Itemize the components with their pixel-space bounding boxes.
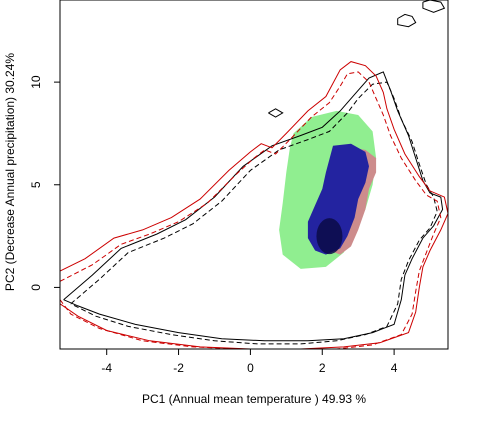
density-regions <box>279 110 377 269</box>
contour-line-black-solid-4 <box>397 13 417 28</box>
contour-line-black-solid-0 <box>63 71 444 342</box>
y-axis: 0 5 10 <box>29 75 60 291</box>
x-tick-label: 0 <box>247 361 254 375</box>
contour-line-red-dashed-3 <box>60 71 442 349</box>
x-tick-label: -2 <box>173 361 184 375</box>
x-tick-label: 2 <box>319 361 326 375</box>
contour-lines <box>60 0 448 349</box>
y-tick-label: 5 <box>29 181 43 188</box>
density-core-blue <box>316 218 343 255</box>
y-tick-label: 10 <box>29 75 43 89</box>
plot-frame <box>59 0 449 350</box>
y-tick-label: 0 <box>29 284 43 291</box>
contour-line-black-solid-5 <box>422 0 446 13</box>
contour-line-black-solid-6 <box>268 108 284 118</box>
x-tick-label: -4 <box>101 361 112 375</box>
x-axis-label: PC1 (Annual mean temperature ) 49.93 % <box>142 392 366 406</box>
y-axis-label: PC2 (Decrease Annual precipitation) 30.2… <box>3 53 17 291</box>
contour-line-red-solid-2 <box>60 61 448 349</box>
contour-line-black-dashed-1 <box>70 81 438 345</box>
x-tick-label: 4 <box>391 361 398 375</box>
x-axis: -4 -2 0 2 4 <box>101 349 398 375</box>
